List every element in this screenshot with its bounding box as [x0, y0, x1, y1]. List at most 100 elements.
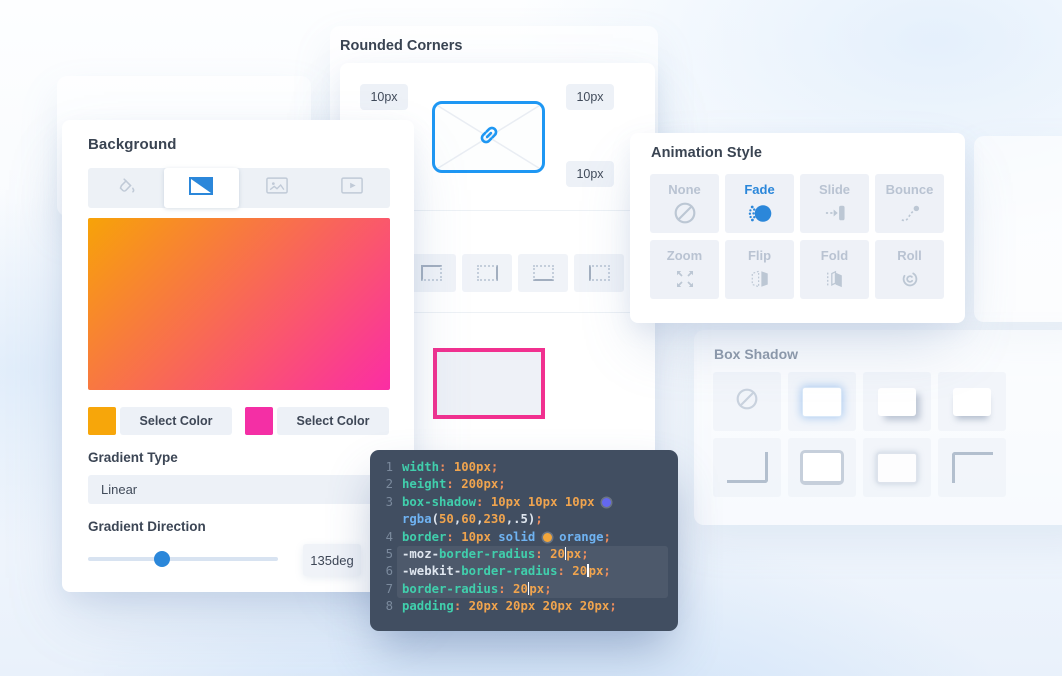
- code-text: rgba(50,60,230,.5);: [397, 511, 668, 528]
- shadow-inset-top-left-icon: [951, 452, 993, 483]
- slide-icon: [823, 200, 847, 226]
- animation-option-slide[interactable]: Slide: [800, 174, 869, 233]
- zoom-icon: [673, 266, 697, 292]
- color-value-swatch: [542, 532, 552, 542]
- divider: [340, 210, 655, 211]
- animation-option-label: Zoom: [666, 248, 703, 263]
- link-icon: [476, 122, 502, 153]
- divider: [340, 312, 655, 313]
- gradient-type-select[interactable]: Linear: [88, 475, 390, 504]
- code-token: ;: [603, 564, 611, 579]
- animation-option-bounce[interactable]: Bounce: [875, 174, 944, 233]
- code-token: :: [557, 564, 565, 579]
- box-shadow-option-inset-bottom-right[interactable]: [713, 438, 781, 497]
- animation-option-zoom[interactable]: Zoom: [650, 240, 719, 299]
- code-line[interactable]: 6 -webkit-border-radius: 20 px;: [380, 563, 668, 581]
- none-icon: [672, 200, 698, 226]
- border-style-option-side-right[interactable]: [462, 254, 512, 292]
- image-icon: [265, 177, 288, 199]
- animation-option-label: Roll: [897, 248, 922, 263]
- code-token: ;: [535, 512, 543, 527]
- code-token: orange: [551, 529, 604, 544]
- box-shadow-option-inset-top-left[interactable]: [938, 438, 1006, 497]
- code-token: 200px: [453, 477, 499, 492]
- animation-option-label: None: [668, 182, 701, 197]
- background-panel: Background Select Color Select Color Gra…: [62, 120, 414, 592]
- background-tab-gradient[interactable]: [163, 168, 239, 208]
- code-text: height: 200px;: [397, 476, 668, 493]
- corner-radius-input[interactable]: 10px: [566, 161, 614, 187]
- gradient-direction-slider[interactable]: [88, 551, 278, 567]
- code-token: border: [402, 529, 447, 544]
- code-token: 20: [505, 581, 528, 596]
- code-token: ,: [476, 512, 484, 527]
- box-shadow-option-drop-bottom[interactable]: [938, 372, 1006, 431]
- code-line[interactable]: 4 border: 10px solid orange;: [380, 529, 668, 546]
- code-line[interactable]: 7 border-radius: 20 px;: [380, 580, 668, 599]
- border-style-option-corner-top-left[interactable]: [406, 254, 456, 292]
- background-title: Background: [88, 136, 177, 153]
- animation-option-label: Bounce: [885, 182, 934, 197]
- line-number: 8: [385, 599, 393, 614]
- code-token: :: [453, 599, 462, 614]
- code-line[interactable]: 2 height: 200px;: [380, 476, 668, 493]
- box-shadow-option-drop-right[interactable]: [863, 372, 931, 431]
- code-text: width: 100px;: [397, 459, 668, 476]
- animation-option-none[interactable]: None: [650, 174, 719, 233]
- code-token: 100px: [446, 460, 491, 474]
- animation-option-fold[interactable]: Fold: [800, 240, 869, 299]
- code-token: ;: [609, 599, 617, 614]
- background-tab-image[interactable]: [239, 168, 315, 208]
- gradient-start-swatch[interactable]: [88, 407, 116, 435]
- video-icon: [341, 177, 364, 199]
- corner-radius-input[interactable]: 10px: [360, 84, 408, 110]
- box-shadow-option-soft[interactable]: [863, 438, 931, 497]
- box-shadow-option-ring[interactable]: [788, 438, 856, 497]
- line-number: 4: [385, 529, 393, 544]
- custom-css-code-editor[interactable]: 1 width: 100px; 2 height: 200px; 3 box-shadow…: [370, 450, 678, 631]
- box-shadow-option-none[interactable]: [713, 372, 781, 431]
- code-line[interactable]: 8 padding: 20px 20px 20px 20px;: [380, 598, 668, 615]
- animation-style-title: Animation Style: [651, 145, 763, 161]
- box-shadow-option-glow[interactable]: [788, 372, 856, 431]
- select-color-button[interactable]: Select Color: [120, 407, 232, 435]
- code-token: box-shadow: [402, 494, 477, 509]
- animation-option-roll[interactable]: Roll: [875, 240, 944, 299]
- code-token: :: [498, 581, 506, 596]
- code-text: padding: 20px 20px 20px 20px;: [397, 598, 668, 615]
- code-token: :: [446, 529, 454, 544]
- line-number: 6: [385, 564, 393, 579]
- gradient-direction-input[interactable]: 135deg: [303, 544, 361, 576]
- slider-knob[interactable]: [154, 551, 171, 567]
- background-tab-paint-bucket[interactable]: [88, 168, 164, 208]
- line-number: 5: [385, 546, 393, 561]
- border-style-option-side-left[interactable]: [574, 254, 624, 292]
- code-line[interactable]: rgba(50,60,230,.5);: [380, 511, 668, 528]
- code-line[interactable]: 1 width: 100px;: [380, 459, 668, 476]
- animation-option-flip[interactable]: Flip: [725, 240, 794, 299]
- code-token: 20px 20px 20px 20px: [461, 599, 610, 614]
- code-token: ): [527, 512, 536, 527]
- border-style-option-side-bottom[interactable]: [518, 254, 568, 292]
- background-type-tabs: [88, 168, 390, 208]
- link-corners-toggle[interactable]: [432, 101, 545, 173]
- code-token: 230: [483, 512, 506, 527]
- code-token: 10px: [453, 529, 491, 544]
- code-token: px: [529, 581, 545, 596]
- code-token: :: [439, 460, 447, 474]
- corner-radius-input[interactable]: 10px: [566, 84, 614, 110]
- line-number: [380, 511, 393, 528]
- animation-option-fade[interactable]: Fade: [725, 174, 794, 233]
- gradient-type-value: Linear: [101, 482, 138, 497]
- background-tab-video[interactable]: [315, 168, 391, 208]
- gradient-end-swatch[interactable]: [245, 407, 273, 435]
- code-line[interactable]: 3 box-shadow: 10px 10px 10px: [380, 494, 668, 511]
- select-color-button[interactable]: Select Color: [277, 407, 389, 435]
- fold-icon: [823, 266, 847, 292]
- code-token: border-radius: [461, 564, 558, 579]
- diagonal-guides: [435, 104, 542, 170]
- animation-style-panel: Animation Style None Fade Slide Bounce Zoom F…: [630, 133, 965, 323]
- code-line[interactable]: 5 -moz-border-radius: 20 px;: [380, 545, 668, 564]
- animation-options: None Fade Slide Bounce Zoom Flip Fold Roll: [650, 174, 944, 299]
